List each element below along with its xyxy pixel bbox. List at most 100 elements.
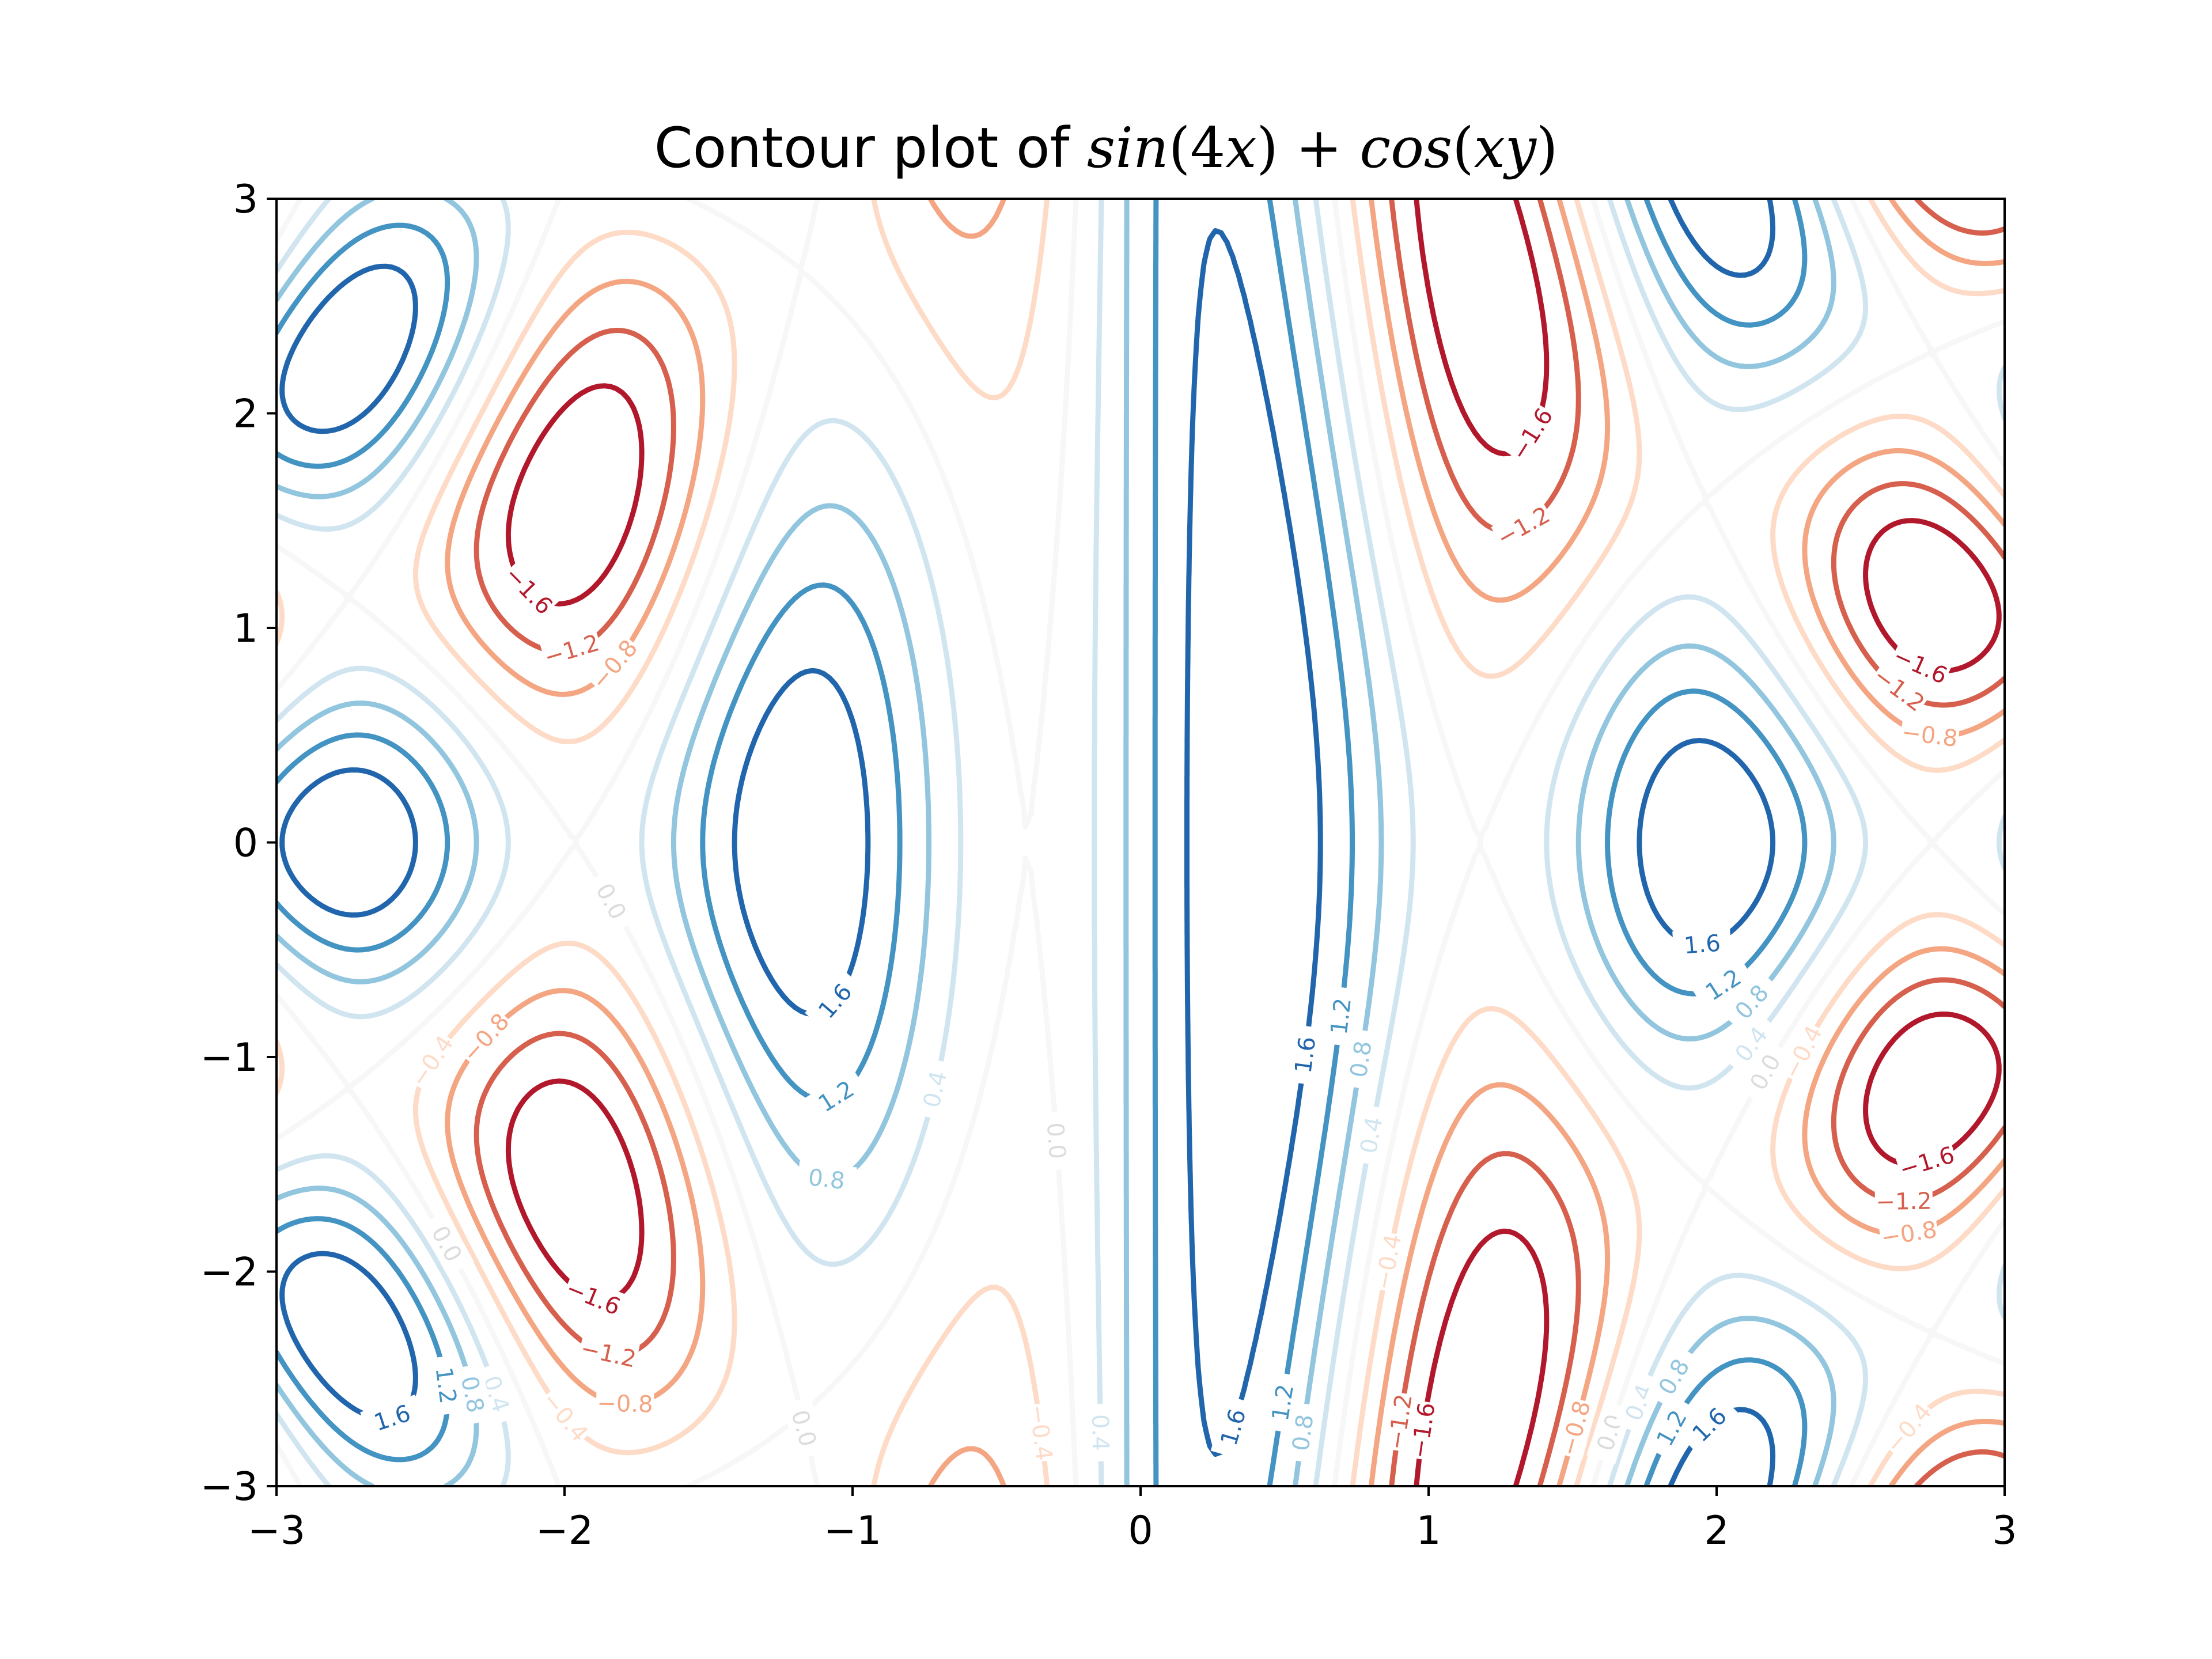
y-tick-label: 2 <box>233 392 258 437</box>
contour-label-gap <box>1888 640 1953 691</box>
contour-level-label: 0.4 <box>1086 1414 1113 1451</box>
contour-level-label: −0.4 <box>1370 1232 1407 1292</box>
title-op: + <box>1278 116 1359 180</box>
y-tick-label: 0 <box>233 821 258 866</box>
contour-label-gap <box>360 1394 425 1441</box>
contour-label-gap <box>1691 956 1756 1013</box>
contour-label-gap <box>455 1006 516 1069</box>
contour-label-gap <box>577 1332 640 1374</box>
contour-label-gap <box>1351 1104 1391 1166</box>
y-tick-label: −1 <box>200 1035 258 1081</box>
title-prefix: Contour plot of <box>654 116 1087 180</box>
contour-level-label: 1.6 <box>1290 1035 1321 1075</box>
contour-label-gap <box>596 1388 654 1419</box>
contour-label-gap <box>1503 402 1560 467</box>
contour-line-level-8 <box>279 199 1776 1486</box>
contour-label-gap <box>804 1068 869 1124</box>
plot-frame <box>275 198 2006 1487</box>
x-tick-label: 0 <box>1128 1508 1153 1554</box>
contour-line-level-0 <box>505 199 2002 1486</box>
contour-line-level-3 <box>276 199 2005 1486</box>
contour-label-gap <box>1553 1396 1598 1460</box>
contour-label-gap <box>1678 1393 1741 1456</box>
contour-label-gap <box>805 969 866 1033</box>
contour-label-gap <box>1380 1391 1419 1453</box>
contour-label-gap <box>1737 1039 1793 1105</box>
title-var2: xy <box>1474 116 1537 180</box>
contour-label-gap <box>560 1272 626 1323</box>
contour-level-label: −1.2 <box>1876 1188 1932 1215</box>
contour-level-label: 0.4 <box>1355 1115 1388 1156</box>
contour-label-gap <box>1022 1402 1060 1463</box>
contour-label-gap <box>1721 1012 1781 1077</box>
contour-label-gap <box>403 1029 461 1094</box>
contour-label-gap <box>1878 1214 1940 1253</box>
x-tick-label: −1 <box>824 1508 881 1554</box>
contour-label-gap <box>1286 1024 1324 1086</box>
contour-label-gap <box>1721 970 1782 1033</box>
title-arg2-open: ( <box>1452 116 1474 180</box>
x-tick-label: −3 <box>248 1508 305 1554</box>
title-arg1: (4 <box>1169 116 1226 180</box>
title-arg2-close: ) <box>1536 116 1558 180</box>
y-tick-label: 3 <box>233 177 258 222</box>
x-tick-label: 3 <box>1992 1508 2017 1554</box>
title-f2: cos <box>1359 116 1452 180</box>
y-tick-label: 1 <box>233 606 258 652</box>
contour-lines <box>276 199 2005 1486</box>
contour-line-level-4 <box>276 199 2005 1486</box>
contour-label-gap <box>1867 660 1931 719</box>
contour-level-label: 1.6 <box>371 1400 414 1436</box>
x-tick-label: 2 <box>1704 1508 1729 1554</box>
contour-level-label: 1.2 <box>430 1365 461 1405</box>
contour-label-gap <box>782 1396 827 1460</box>
contour-level-label: 1.2 <box>1326 997 1357 1036</box>
contour-level-label: −0.8 <box>597 1390 653 1418</box>
contour-label-gap <box>1645 1395 1699 1461</box>
contour-line-level-2 <box>445 199 2005 1486</box>
contour-label-gap <box>1210 1395 1256 1459</box>
contour-label-gap <box>419 1211 474 1277</box>
contour-label-gap <box>1646 1344 1702 1410</box>
contour-labels: −1.6−1.6−1.6−1.6−1.6−1.6−1.2−1.2−1.2−1.2… <box>360 402 1960 1465</box>
contour-label-gap <box>1322 986 1359 1047</box>
contour-label-gap <box>1085 1403 1116 1462</box>
contour-level-label: 1.6 <box>1216 1406 1252 1449</box>
contour-level-label: 0.8 <box>807 1164 847 1195</box>
contour-label-gap <box>498 559 560 622</box>
contour-label-gap <box>1491 499 1556 554</box>
contour-level-label: 0.0 <box>1041 1122 1070 1160</box>
contour-label-gap <box>535 1385 596 1449</box>
contour-level-label: 1.2 <box>1267 1382 1299 1423</box>
title-var1: x <box>1225 116 1256 180</box>
x-tick-label: 1 <box>1416 1508 1441 1554</box>
contour-line-level-6 <box>276 199 1836 1486</box>
contour-label-gap <box>914 1058 956 1121</box>
x-tick-label: −2 <box>536 1508 593 1554</box>
contour-label-gap <box>1899 717 1960 754</box>
contour-line-level-1 <box>474 199 2005 1486</box>
contour-label-gap <box>584 632 645 696</box>
contour-label-gap <box>1368 1230 1408 1293</box>
contour-label-gap <box>1039 1111 1074 1171</box>
y-axis: −3 −2 −1 0 1 2 3 <box>200 177 276 1510</box>
contour-level-label: 0.0 <box>786 1407 821 1450</box>
contour-label-gap <box>1874 1185 1933 1217</box>
contour-level-label: −1.2 <box>578 1335 639 1373</box>
y-tick-label: −2 <box>200 1250 258 1296</box>
contour-level-label: 1.6 <box>1683 930 1722 960</box>
title-f1: sin <box>1087 116 1169 180</box>
contour-label-gap <box>1263 1372 1302 1434</box>
x-axis: −3 −2 −1 0 1 2 3 <box>248 1486 2017 1554</box>
contour-label-gap <box>1895 1139 1959 1185</box>
contour-label-gap <box>540 627 604 673</box>
contour-label-gap <box>796 1160 857 1198</box>
chart-title: Contour plot of sin(4x) + cos(xy) <box>654 116 1558 180</box>
contour-label-gap <box>1776 1020 1830 1085</box>
contour-label-gap <box>1878 1396 1939 1460</box>
y-tick-label: −3 <box>200 1464 258 1510</box>
contour-label-gap <box>1672 927 1732 961</box>
contour-line-level-5 <box>276 199 2005 1486</box>
contour-label-gap <box>584 869 638 934</box>
